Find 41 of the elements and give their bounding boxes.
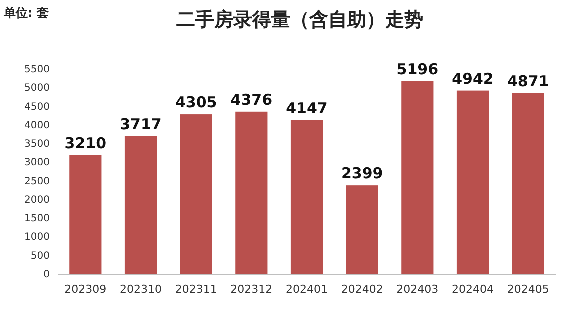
bar [180,114,212,275]
x-tick-label: 202310 [120,283,162,296]
data-label: 4376 [230,90,273,109]
x-tick-label: 202311 [175,283,218,296]
x-tick-label: 202403 [396,283,439,296]
y-tick-label: 3000 [24,158,50,169]
data-label: 3210 [64,134,107,152]
chart-title: 二手房录得量（含自助）走势 [176,9,424,31]
y-tick-label: 4500 [24,102,50,113]
x-tick-label: 202402 [341,283,384,296]
y-tick-label: 2500 [24,176,50,188]
data-label: 4147 [286,99,328,118]
bar [402,81,434,275]
y-axis-title: 单位: 套 [3,6,49,20]
y-tick-label: 1000 [24,232,50,244]
y-tick-label: 4000 [24,120,50,132]
data-label: 3717 [120,115,162,134]
x-tick-label: 202405 [507,283,550,296]
bar [346,186,378,275]
bar [236,112,268,275]
data-label: 4305 [175,94,218,112]
y-tick-label: 1500 [24,214,50,225]
y-tick-label: 5000 [24,83,50,94]
x-tick-label: 202312 [230,283,273,296]
bar [70,155,102,275]
x-tick-label: 202404 [452,283,494,296]
data-label: 5196 [396,60,439,78]
y-tick-label: 2000 [24,194,50,206]
y-tick-label: 3500 [24,139,50,150]
bar [512,93,544,275]
y-tick-label: 5500 [24,64,50,76]
data-label: 2399 [341,164,384,183]
data-label: 4942 [452,70,494,88]
bar [290,120,324,275]
x-tick-label: 202309 [64,283,107,296]
data-label: 4871 [507,72,550,90]
bar [456,90,490,275]
y-tick-label: 500 [30,250,50,262]
x-tick-label: 202401 [286,283,328,296]
y-tick-label: 0 [44,270,50,280]
bar [124,136,158,275]
